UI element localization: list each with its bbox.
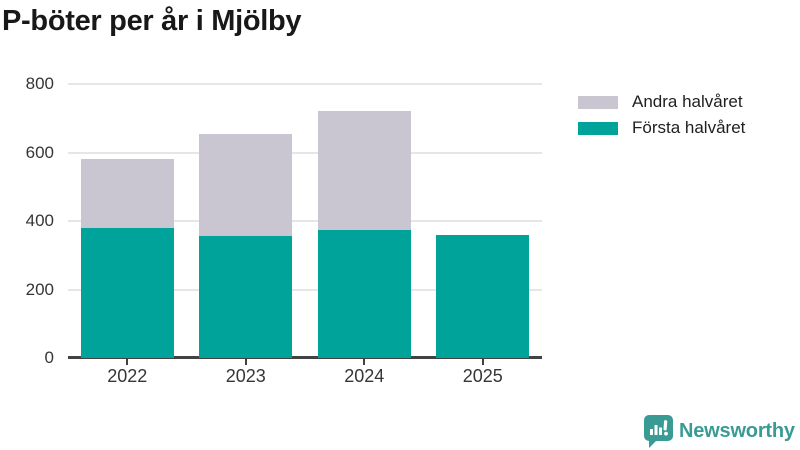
legend-swatch-forsta-halvaret bbox=[578, 121, 618, 135]
newsworthy-logo-text: Newsworthy bbox=[679, 420, 795, 442]
x-tick-2024 bbox=[363, 359, 366, 365]
bar-2022-f-rsta-halv-ret bbox=[80, 227, 174, 358]
x-tick-2023 bbox=[244, 359, 247, 365]
legend-item-forsta-halvaret: Första halvåret bbox=[578, 115, 745, 141]
bar-chart-speech-bubble-icon bbox=[644, 415, 673, 448]
plot-area bbox=[68, 83, 542, 358]
x-tick-label-2022: 2022 bbox=[107, 366, 148, 386]
y-axis-labels: 0 200 400 600 800 bbox=[0, 75, 54, 367]
gridline-800 bbox=[68, 83, 542, 85]
x-axis-line bbox=[68, 356, 542, 359]
bar-2023-f-rsta-halv-ret bbox=[199, 236, 293, 358]
bar-2023-andra-halv-ret bbox=[199, 133, 293, 237]
gridline-400 bbox=[68, 220, 542, 222]
chart-title: P-böter per år i Mjölby bbox=[2, 5, 302, 37]
y-tick-label-200: 200 bbox=[25, 279, 54, 299]
legend-item-andra-halvaret: Andra halvåret bbox=[578, 89, 745, 115]
x-tick-label-2024: 2024 bbox=[344, 366, 385, 386]
legend-label-forsta-halvaret: Första halvåret bbox=[632, 118, 746, 137]
y-tick-label-400: 400 bbox=[25, 211, 54, 230]
legend: Andra halvåret Första halvåret bbox=[578, 89, 745, 141]
y-tick-label-800: 800 bbox=[25, 74, 54, 93]
x-tick-2025 bbox=[481, 359, 484, 365]
x-tick-label-2023: 2023 bbox=[225, 366, 266, 386]
y-tick-label-0: 0 bbox=[44, 348, 54, 367]
bar-2025-f-rsta-halv-ret bbox=[436, 234, 530, 358]
bar-2024-andra-halv-ret bbox=[317, 111, 411, 230]
newsworthy-logo[interactable]: Newsworthy bbox=[644, 415, 795, 448]
bar-2024-f-rsta-halv-ret bbox=[317, 229, 411, 358]
gridline-200 bbox=[68, 288, 542, 291]
x-tick-2022 bbox=[126, 359, 129, 365]
gridline-600 bbox=[68, 151, 542, 154]
y-tick-label-600: 600 bbox=[25, 142, 54, 162]
x-tick-label-2025: 2025 bbox=[462, 366, 503, 386]
legend-swatch-andra-halvaret bbox=[578, 95, 618, 109]
legend-label-andra-halvaret: Andra halvåret bbox=[632, 92, 743, 111]
bar-2022-andra-halv-ret bbox=[80, 159, 174, 228]
